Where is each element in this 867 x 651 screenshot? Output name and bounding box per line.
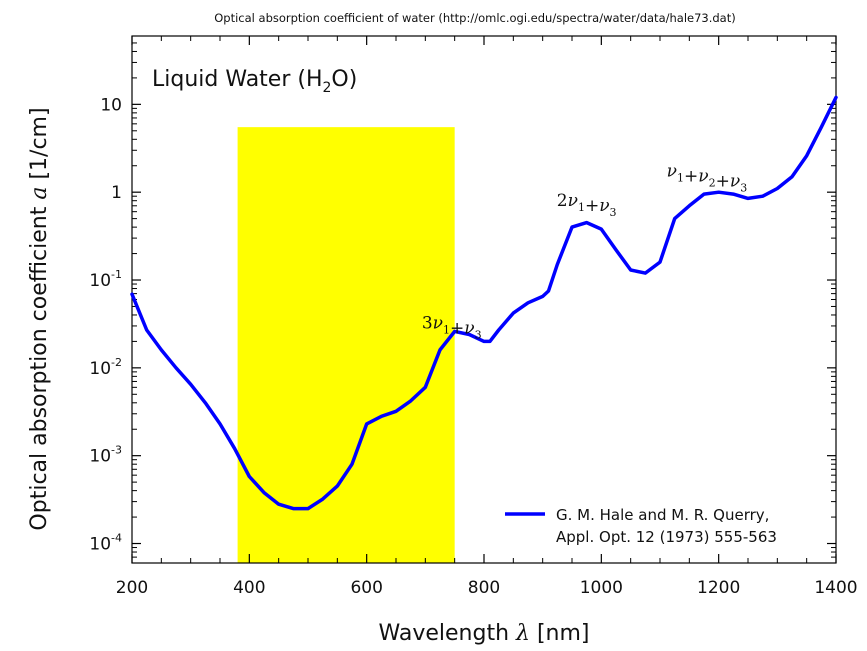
- annotation-part: +: [450, 319, 464, 339]
- x-axis-title-unit: [nm]: [530, 621, 590, 646]
- y-tick-label-base: 10: [100, 95, 122, 115]
- chart-caption: Optical absorption coefficient of water …: [214, 11, 735, 25]
- band-annotation-1: 3ν1+ν3: [422, 314, 482, 342]
- y-axis-title: Optical absorption coefficient a [1/cm]: [27, 107, 52, 530]
- x-axis-title-prefix: Wavelength: [379, 621, 517, 646]
- y-tick-label: 10-1: [89, 268, 122, 291]
- y-axis-title-unit: [1/cm]: [27, 107, 52, 186]
- y-tick-label-exponent: -3: [111, 444, 122, 457]
- annotation-part: +: [716, 172, 730, 192]
- annotation-part: ν: [698, 167, 708, 187]
- annotation-subscript: 1: [443, 324, 450, 337]
- annotation-subscript: 3: [740, 182, 747, 195]
- legend-entry-line2: Appl. Opt. 12 (1973) 555-563: [556, 528, 777, 546]
- y-tick-label: 10-3: [89, 444, 122, 467]
- annotation-part: ν: [730, 172, 740, 192]
- y-tick-label-base: 10: [89, 447, 111, 467]
- y-tick-label-base: 10: [89, 535, 111, 555]
- x-axis-title: Wavelength λ [nm]: [379, 621, 590, 646]
- annotation-subscript: 3: [610, 206, 617, 219]
- annotation-subscript: 3: [475, 329, 482, 342]
- annotation-part: ν: [464, 319, 474, 339]
- inner-title-main: Liquid Water (H: [152, 67, 323, 92]
- x-tick-label: 1200: [697, 578, 740, 598]
- legend-entry-line1: G. M. Hale and M. R. Querry,: [556, 506, 769, 524]
- x-tick-label: 400: [233, 578, 265, 598]
- band-annotation-2: 2ν1+ν3: [557, 191, 617, 219]
- chart-inner-title: Liquid Water (H2O): [152, 67, 357, 96]
- absorption-series-line: [130, 95, 838, 511]
- annotation-part: 2: [557, 191, 568, 211]
- x-tick-label: 600: [350, 578, 382, 598]
- annotation-subscript: 2: [709, 177, 716, 190]
- annotation-subscript: 1: [578, 201, 585, 214]
- y-axis-title-symbol: a: [27, 187, 52, 200]
- annotation-part: ν: [568, 191, 578, 211]
- inner-title-sub: 2: [323, 80, 332, 96]
- x-tick-label: 1400: [814, 578, 857, 598]
- y-tick-label: 10-4: [89, 532, 122, 555]
- y-tick-label-exponent: -1: [111, 268, 122, 281]
- y-axis-title-prefix: Optical absorption coefficient: [27, 200, 52, 531]
- annotation-subscript: 1: [677, 172, 684, 185]
- annotation-part: ν: [667, 162, 677, 182]
- y-tick-label-base: 1: [111, 183, 122, 203]
- y-tick-label: 10-2: [89, 356, 122, 379]
- y-tick-label-exponent: -4: [111, 532, 122, 545]
- x-tick-label: 800: [468, 578, 500, 598]
- annotation-part: +: [585, 196, 599, 216]
- annotation-part: +: [684, 167, 698, 187]
- y-tick-label-base: 10: [89, 271, 111, 291]
- annotation-part: 3: [422, 314, 433, 334]
- x-tick-label: 200: [116, 578, 148, 598]
- y-tick-label-exponent: -2: [111, 356, 122, 369]
- y-tick-label: 1: [111, 183, 122, 203]
- inner-title-end: O): [331, 67, 357, 92]
- band-annotation-3: ν1+ν2+ν3: [667, 162, 748, 195]
- visible-band-highlight: [237, 127, 455, 563]
- annotation-part: ν: [599, 196, 609, 216]
- chart-legend: G. M. Hale and M. R. Querry, Appl. Opt. …: [505, 506, 777, 546]
- x-tick-label: 1000: [580, 578, 623, 598]
- annotation-part: ν: [433, 314, 443, 334]
- y-tick-label: 10: [100, 95, 122, 115]
- y-tick-label-base: 10: [89, 359, 111, 379]
- x-axis-title-symbol: λ: [515, 621, 530, 646]
